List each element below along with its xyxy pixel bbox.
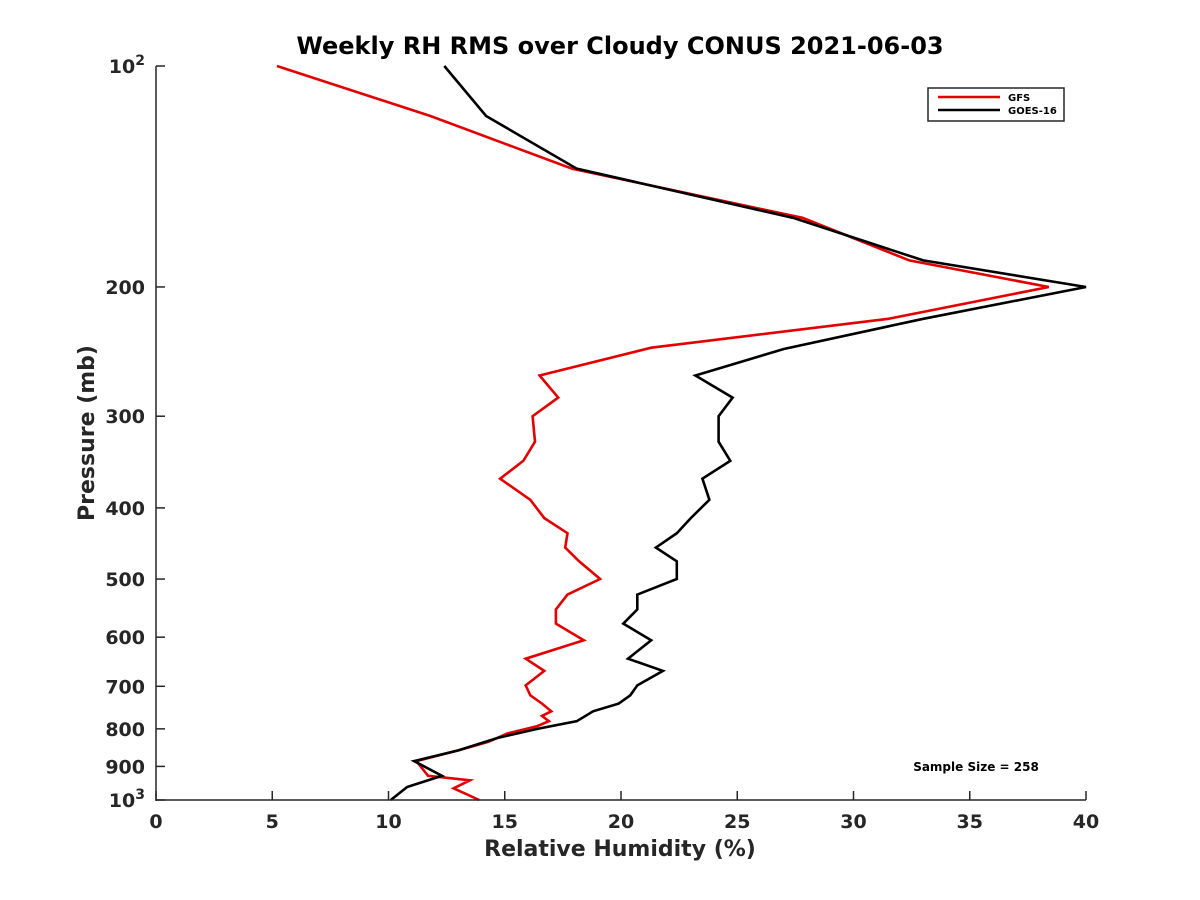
y-tick-label: 700 — [105, 676, 145, 698]
y-axis-title: Pressure (mb) — [75, 345, 100, 521]
y-tick-label: 103 — [109, 787, 145, 812]
legend-label-gfs: GFS — [1008, 93, 1030, 104]
series-line-gfs — [276, 64, 1050, 802]
x-tick-label: 5 — [266, 811, 279, 833]
x-tick-label: 15 — [492, 811, 518, 833]
legend: GFS GOES-16 — [927, 87, 1065, 122]
x-tick-label: 20 — [608, 811, 634, 833]
x-tick-label: 25 — [724, 811, 750, 833]
y-tick-label: 300 — [105, 406, 145, 428]
chart-title: Weekly RH RMS over Cloudy CONUS 2021-06-… — [296, 32, 943, 60]
legend-label-goes-16: GOES-16 — [1008, 106, 1057, 117]
y-tick-label: 600 — [105, 627, 145, 649]
x-tick-label: 0 — [149, 811, 162, 833]
x-axis-title: Relative Humidity (%) — [484, 837, 756, 862]
y-tick-label: 400 — [105, 498, 145, 520]
y-tick-label: 500 — [105, 569, 145, 591]
y-tick-label: 900 — [105, 756, 145, 778]
y-tick-label: 800 — [105, 719, 145, 741]
x-tick-label: 10 — [375, 811, 401, 833]
x-tick-label: 40 — [1073, 811, 1099, 833]
y-tick-label: 102 — [109, 53, 145, 78]
x-tick-label: 35 — [957, 811, 983, 833]
axes-layer: 0 5 10 15 20 25 30 35 40 102 200 300 400 500 600 700 800… — [105, 53, 1099, 833]
y-tick-label: 200 — [105, 277, 145, 299]
series-line-goes-16 — [389, 65, 1087, 802]
legend-box — [927, 87, 1065, 122]
series-layer — [276, 64, 1087, 802]
x-tick-label: 30 — [840, 811, 866, 833]
sample-size-annotation: Sample Size = 258 — [913, 760, 1039, 774]
